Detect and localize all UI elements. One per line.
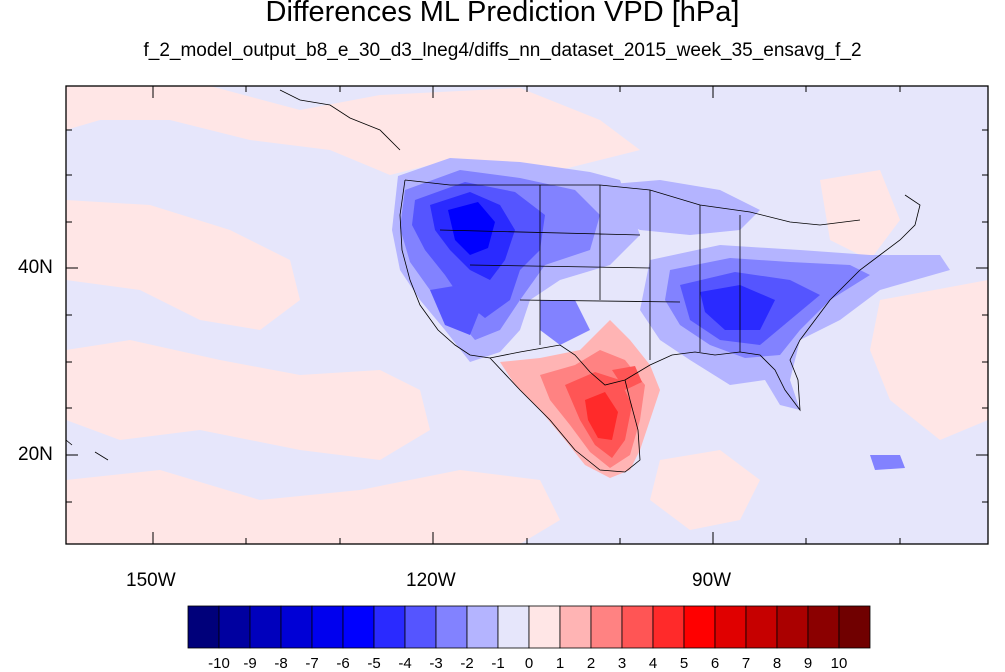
colorbar-box <box>776 605 809 649</box>
colorbar-label: -3 <box>429 655 443 672</box>
colorbar-label: 2 <box>586 655 596 672</box>
colorbar-box <box>683 605 716 649</box>
colorbar-label: 1 <box>555 655 565 672</box>
colorbar-label: -6 <box>336 655 350 672</box>
colorbar-box <box>745 605 778 649</box>
positive-small-patches <box>66 86 988 544</box>
colorbar-box <box>838 605 871 649</box>
colorbar-box <box>559 605 592 649</box>
map-subtitle: f_2_model_output_b8_e_30_d3_lneg4/diffs_… <box>143 40 862 61</box>
colorbar-box <box>652 605 685 649</box>
colorbar-box <box>187 605 220 649</box>
coastlines-borders <box>66 89 921 473</box>
colorbar-box <box>466 605 499 649</box>
lon-label-90w: 90W <box>692 570 732 591</box>
colorbar-label: 7 <box>741 655 751 672</box>
colorbar-box <box>528 605 561 649</box>
negative-west <box>392 158 640 362</box>
colorbar-label: -1 <box>491 655 505 672</box>
colorbar-box <box>590 605 623 649</box>
colorbar-box <box>218 605 251 649</box>
positive-mexico <box>500 320 660 478</box>
map-title: Differences ML Prediction VPD [hPa] <box>265 0 740 28</box>
colorbar-box <box>497 605 530 649</box>
colorbar-label: 9 <box>803 655 813 672</box>
lat-label-20n: 20N <box>18 444 53 465</box>
colorbar-label: -4 <box>398 655 412 672</box>
colorbar-label: -5 <box>367 655 381 672</box>
colorbar-box <box>807 605 840 649</box>
colorbar-box <box>621 605 654 649</box>
colorbar-box <box>249 605 282 649</box>
map-field <box>66 86 988 544</box>
colorbar-box <box>404 605 437 649</box>
colorbar-label: 10 <box>830 655 848 672</box>
colorbar <box>187 605 871 649</box>
colorbar-label: -8 <box>274 655 288 672</box>
lat-label-40n: 40N <box>18 257 53 278</box>
colorbar-box <box>311 605 344 649</box>
colorbar-box <box>373 605 406 649</box>
colorbar-label: 8 <box>772 655 782 672</box>
colorbar-box <box>714 605 747 649</box>
colorbar-label: 3 <box>617 655 627 672</box>
colorbar-label: 0 <box>524 655 534 672</box>
lon-label-150w: 150W <box>126 570 176 591</box>
colorbar-box <box>435 605 468 649</box>
colorbar-label: 5 <box>679 655 689 672</box>
colorbar-label: -2 <box>460 655 474 672</box>
colorbar-label: -9 <box>243 655 257 672</box>
colorbar-box <box>280 605 313 649</box>
negative-east <box>600 180 950 470</box>
colorbar-label: 6 <box>710 655 720 672</box>
axis-ticks <box>66 86 988 544</box>
colorbar-box <box>342 605 375 649</box>
colorbar-label: -7 <box>305 655 319 672</box>
colorbar-label: -10 <box>208 655 230 672</box>
lon-label-120w: 120W <box>406 570 456 591</box>
colorbar-label: 4 <box>648 655 658 672</box>
